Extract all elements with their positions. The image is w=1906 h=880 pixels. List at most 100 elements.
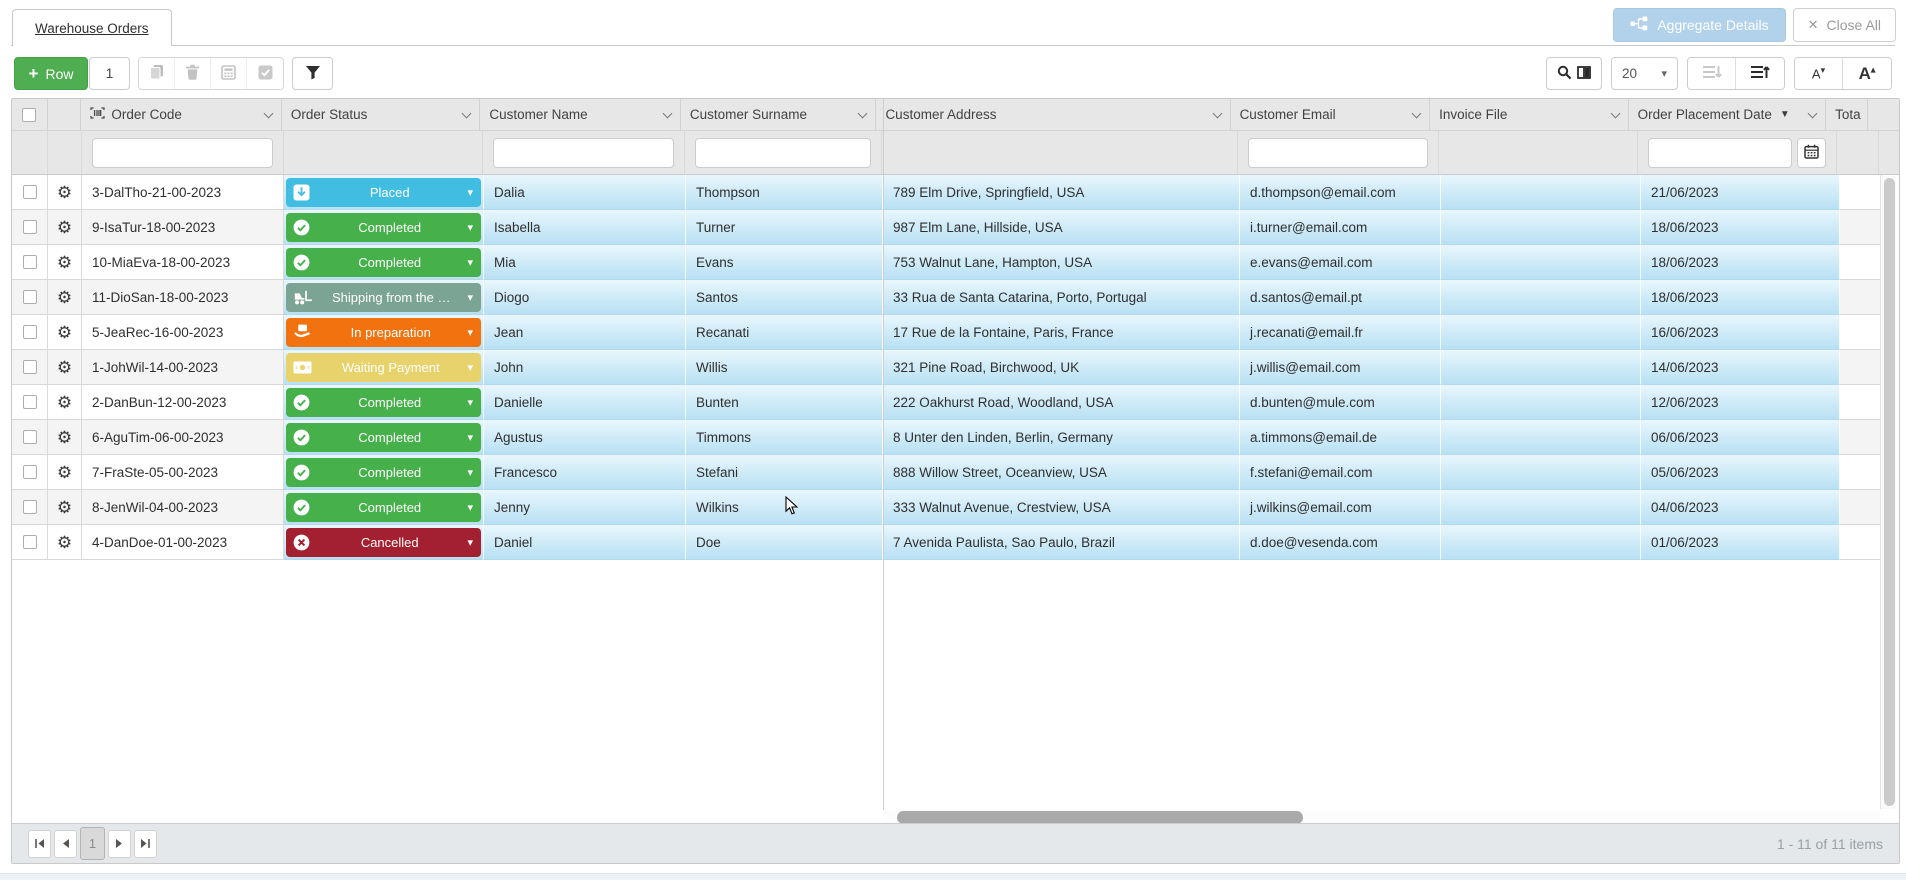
column-header-order_code[interactable]: Order Code xyxy=(81,99,282,130)
filter-input-customer_name[interactable] xyxy=(493,137,675,168)
cell-order_code[interactable]: 8-JenWil-04-00-2023 xyxy=(82,490,284,525)
row-checkbox[interactable] xyxy=(22,535,37,549)
cell-customer_address[interactable]: 222 Oakhurst Road, Woodland, USA xyxy=(883,385,1240,420)
page-size-dropdown[interactable]: 20 ▾ xyxy=(1611,57,1678,90)
cell-order_code[interactable]: 6-AguTim-06-00-2023 xyxy=(82,420,284,455)
column-menu-icon[interactable] xyxy=(662,108,673,119)
cell-invoice_file[interactable] xyxy=(1441,210,1641,245)
column-header-invoice_file[interactable]: Invoice File xyxy=(1430,99,1629,130)
filter-input-customer_email[interactable] xyxy=(1247,137,1428,168)
sort-rows-ascending-button[interactable] xyxy=(1736,58,1784,89)
column-header-order_status[interactable]: Order Status xyxy=(282,99,481,130)
last-page-button[interactable] xyxy=(134,829,157,858)
cell-customer_name[interactable]: Francesco xyxy=(484,455,686,490)
cell-order_code[interactable]: 5-JeaRec-16-00-2023 xyxy=(82,315,284,350)
cell-order_placement_date[interactable]: 18/06/2023 xyxy=(1641,210,1840,245)
column-menu-icon[interactable] xyxy=(461,108,472,119)
row-count-input[interactable] xyxy=(89,57,130,90)
gear-icon[interactable]: ⚙ xyxy=(56,497,73,517)
cell-customer_email[interactable]: d.bunten@mule.com xyxy=(1240,385,1441,420)
vertical-scrollbar[interactable] xyxy=(1880,176,1896,809)
cell-order_placement_date[interactable]: 21/06/2023 xyxy=(1641,175,1840,210)
column-header-customer_surname[interactable]: Customer Surname xyxy=(681,99,877,130)
cell-customer_email[interactable]: d.doe@vesenda.com xyxy=(1240,525,1441,560)
gear-icon[interactable]: ⚙ xyxy=(56,287,73,307)
cell-customer_name[interactable]: Isabella xyxy=(484,210,686,245)
cell-customer_name[interactable]: Diogo xyxy=(484,280,686,315)
cell-total[interactable] xyxy=(1840,315,1882,350)
column-header-total[interactable]: Tota xyxy=(1826,99,1868,130)
cell-customer_surname[interactable]: Doe xyxy=(686,525,883,560)
cell-order_code[interactable]: 3-DalTho-21-00-2023 xyxy=(82,175,284,210)
cell-customer_surname[interactable]: Stefani xyxy=(686,455,883,490)
cell-customer_surname[interactable]: Thompson xyxy=(686,175,883,210)
row-checkbox[interactable] xyxy=(22,395,37,409)
column-header-select[interactable] xyxy=(12,99,48,130)
cell-order_placement_date[interactable]: 04/06/2023 xyxy=(1641,490,1840,525)
cell-customer_address[interactable]: 789 Elm Drive, Springfield, USA xyxy=(883,175,1240,210)
cell-total[interactable] xyxy=(1840,525,1882,560)
first-page-button[interactable] xyxy=(28,829,51,858)
filter-button[interactable] xyxy=(292,57,333,90)
filter-input-customer_surname[interactable] xyxy=(695,137,872,168)
cell-customer_email[interactable]: j.wilkins@email.com xyxy=(1240,490,1441,525)
row-checkbox[interactable] xyxy=(22,360,37,374)
font-increase-button[interactable]: A▴ xyxy=(1843,58,1891,89)
cell-customer_name[interactable]: Daniel xyxy=(484,525,686,560)
cell-order_code[interactable]: 7-FraSte-05-00-2023 xyxy=(82,455,284,490)
sort-rows-descending-button[interactable] xyxy=(1688,58,1736,89)
date-filter-calendar-button[interactable] xyxy=(1797,137,1827,168)
cell-invoice_file[interactable] xyxy=(1441,280,1641,315)
cell-order_placement_date[interactable]: 18/06/2023 xyxy=(1641,245,1840,280)
horizontal-scrollbar-thumb[interactable] xyxy=(897,810,1303,824)
status-badge[interactable]: Shipping from the … ▾ xyxy=(286,282,481,312)
row-checkbox[interactable] xyxy=(22,290,37,304)
cell-invoice_file[interactable] xyxy=(1441,420,1641,455)
cell-invoice_file[interactable] xyxy=(1441,455,1641,490)
cell-customer_address[interactable]: 17 Rue de la Fontaine, Paris, France xyxy=(883,315,1240,350)
row-checkbox[interactable] xyxy=(22,500,37,514)
cell-order_placement_date[interactable]: 14/06/2023 xyxy=(1641,350,1840,385)
cell-customer_surname[interactable]: Timmons xyxy=(686,420,883,455)
vertical-scrollbar-thumb[interactable] xyxy=(1883,178,1895,806)
cell-order_code[interactable]: 9-IsaTur-18-00-2023 xyxy=(82,210,284,245)
column-header-customer_email[interactable]: Customer Email xyxy=(1231,99,1431,130)
status-badge[interactable]: Completed ▾ xyxy=(286,387,481,417)
cell-customer_surname[interactable]: Turner xyxy=(686,210,883,245)
cell-order_code[interactable]: 10-MiaEva-18-00-2023 xyxy=(82,245,284,280)
cell-customer_surname[interactable]: Wilkins xyxy=(686,490,883,525)
gear-icon[interactable]: ⚙ xyxy=(56,357,73,377)
previous-page-button[interactable] xyxy=(54,829,77,858)
select-all-button[interactable] xyxy=(247,58,283,89)
column-menu-icon[interactable] xyxy=(1807,108,1818,119)
cell-total[interactable] xyxy=(1840,490,1882,525)
cell-total[interactable] xyxy=(1840,350,1882,385)
cell-customer_address[interactable]: 888 Willow Street, Oceanview, USA xyxy=(883,455,1240,490)
status-badge[interactable]: Waiting Payment ▾ xyxy=(286,352,481,382)
cell-customer_surname[interactable]: Recanati xyxy=(686,315,883,350)
cell-customer_email[interactable]: e.evans@email.com xyxy=(1240,245,1441,280)
cell-invoice_file[interactable] xyxy=(1441,245,1641,280)
row-checkbox[interactable] xyxy=(22,255,37,269)
cell-customer_name[interactable]: Mia xyxy=(484,245,686,280)
column-header-customer_address[interactable]: Customer Address xyxy=(876,99,1231,130)
status-badge[interactable]: Cancelled ▾ xyxy=(286,527,481,557)
cell-customer_email[interactable]: f.stefani@email.com xyxy=(1240,455,1441,490)
row-checkbox[interactable] xyxy=(22,220,37,234)
cell-customer_email[interactable]: j.recanati@email.fr xyxy=(1240,315,1441,350)
column-menu-icon[interactable] xyxy=(1610,108,1621,119)
gear-icon[interactable]: ⚙ xyxy=(56,462,73,482)
next-page-button[interactable] xyxy=(108,829,131,858)
cell-total[interactable] xyxy=(1840,175,1882,210)
cell-customer_address[interactable]: 987 Elm Lane, Hillside, USA xyxy=(883,210,1240,245)
cell-total[interactable] xyxy=(1840,280,1882,315)
aggregate-details-button[interactable]: Aggregate Details xyxy=(1613,8,1786,42)
filter-input-order_code[interactable] xyxy=(91,137,273,168)
gear-icon[interactable]: ⚙ xyxy=(56,427,73,447)
row-checkbox[interactable] xyxy=(22,185,37,199)
gear-icon[interactable]: ⚙ xyxy=(56,532,73,552)
gear-icon[interactable]: ⚙ xyxy=(56,217,73,237)
cell-customer_email[interactable]: d.santos@email.pt xyxy=(1240,280,1441,315)
search-columns-button[interactable] xyxy=(1546,57,1602,90)
cell-order_code[interactable]: 4-DanDoe-01-00-2023 xyxy=(82,525,284,560)
